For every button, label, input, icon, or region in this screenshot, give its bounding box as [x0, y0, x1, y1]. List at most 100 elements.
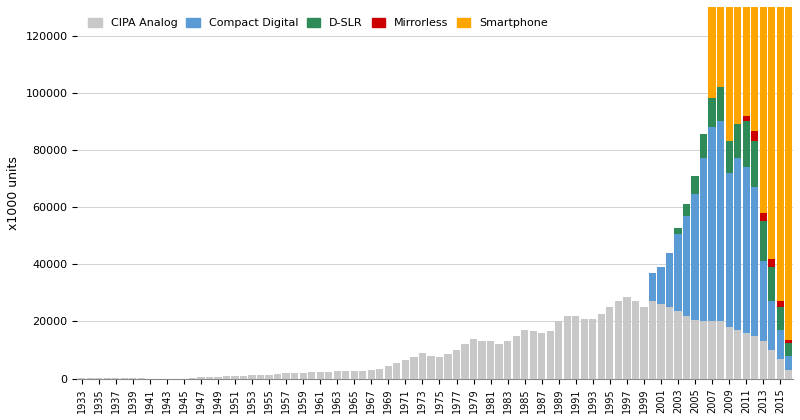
Bar — [299, 373, 306, 378]
Bar — [691, 370, 698, 378]
Bar — [742, 167, 750, 333]
Bar — [555, 321, 562, 378]
Legend: CIPA Analog, Compact Digital, D-SLR, Mirrorless, Smartphone: CIPA Analog, Compact Digital, D-SLR, Mir… — [83, 13, 554, 34]
Bar — [572, 316, 579, 378]
Bar — [590, 318, 597, 378]
Bar — [546, 331, 554, 378]
Bar — [709, 98, 716, 127]
Bar — [427, 356, 434, 378]
Bar — [538, 333, 546, 378]
Bar — [709, 127, 716, 321]
Bar — [691, 194, 698, 320]
Bar — [658, 304, 665, 378]
Bar — [742, 121, 750, 167]
Bar — [666, 307, 673, 378]
Bar — [734, 124, 742, 158]
Bar — [623, 297, 630, 378]
Bar — [317, 372, 324, 378]
Bar — [674, 228, 682, 234]
Bar — [700, 134, 707, 158]
Bar — [640, 307, 647, 378]
Bar — [760, 221, 767, 261]
Bar — [308, 372, 315, 378]
Bar — [606, 307, 614, 378]
Bar — [257, 375, 264, 378]
Bar — [674, 234, 682, 311]
Bar — [777, 359, 784, 378]
Bar — [700, 158, 707, 321]
Bar — [760, 213, 767, 221]
Bar — [248, 375, 256, 378]
Bar — [700, 353, 707, 378]
Bar — [274, 374, 281, 378]
Bar — [231, 376, 238, 378]
Bar — [768, 259, 775, 267]
Bar — [513, 336, 520, 378]
Bar — [674, 311, 682, 378]
Bar — [768, 7, 775, 378]
Bar — [214, 377, 222, 378]
Bar — [751, 336, 758, 378]
Bar — [700, 321, 707, 378]
Bar — [785, 340, 793, 343]
Bar — [462, 344, 469, 378]
Bar — [777, 307, 784, 330]
Bar — [350, 371, 358, 378]
Bar — [768, 267, 775, 302]
Bar — [734, 158, 742, 330]
Bar — [521, 330, 528, 378]
Bar — [760, 261, 767, 341]
Bar — [614, 302, 622, 378]
Bar — [478, 341, 486, 378]
Bar — [709, 7, 716, 378]
Bar — [768, 350, 775, 378]
Bar — [751, 131, 758, 141]
Bar — [717, 87, 724, 121]
Bar — [206, 377, 213, 378]
Bar — [598, 314, 605, 378]
Bar — [760, 7, 767, 378]
Bar — [717, 7, 724, 378]
Bar — [785, 370, 793, 378]
Bar — [734, 330, 742, 378]
Bar — [768, 302, 775, 350]
Bar — [709, 321, 716, 378]
Bar — [691, 176, 698, 194]
Bar — [742, 333, 750, 378]
Bar — [495, 344, 502, 378]
Bar — [726, 327, 733, 378]
Bar — [751, 141, 758, 187]
Bar — [385, 366, 392, 378]
Bar — [198, 377, 205, 378]
Bar — [282, 373, 290, 378]
Bar — [751, 7, 758, 378]
Bar — [291, 373, 298, 378]
Bar — [760, 341, 767, 378]
Bar — [223, 376, 230, 378]
Bar — [453, 350, 460, 378]
Bar — [683, 316, 690, 378]
Bar — [717, 121, 724, 321]
Bar — [726, 141, 733, 173]
Bar — [777, 7, 784, 378]
Bar — [751, 187, 758, 336]
Bar — [632, 302, 639, 378]
Bar — [785, 7, 793, 378]
Bar — [266, 375, 273, 378]
Bar — [325, 372, 332, 378]
Bar — [777, 302, 784, 307]
Bar — [649, 273, 656, 302]
Bar — [777, 330, 784, 359]
Bar — [487, 341, 494, 378]
Bar — [658, 267, 665, 304]
Bar — [504, 341, 511, 378]
Bar — [785, 343, 793, 356]
Bar — [581, 318, 588, 378]
Bar — [726, 173, 733, 327]
Bar — [418, 353, 426, 378]
Bar — [734, 7, 742, 378]
Bar — [436, 357, 443, 378]
Bar — [368, 370, 375, 378]
Bar — [359, 370, 366, 378]
Bar — [530, 331, 537, 378]
